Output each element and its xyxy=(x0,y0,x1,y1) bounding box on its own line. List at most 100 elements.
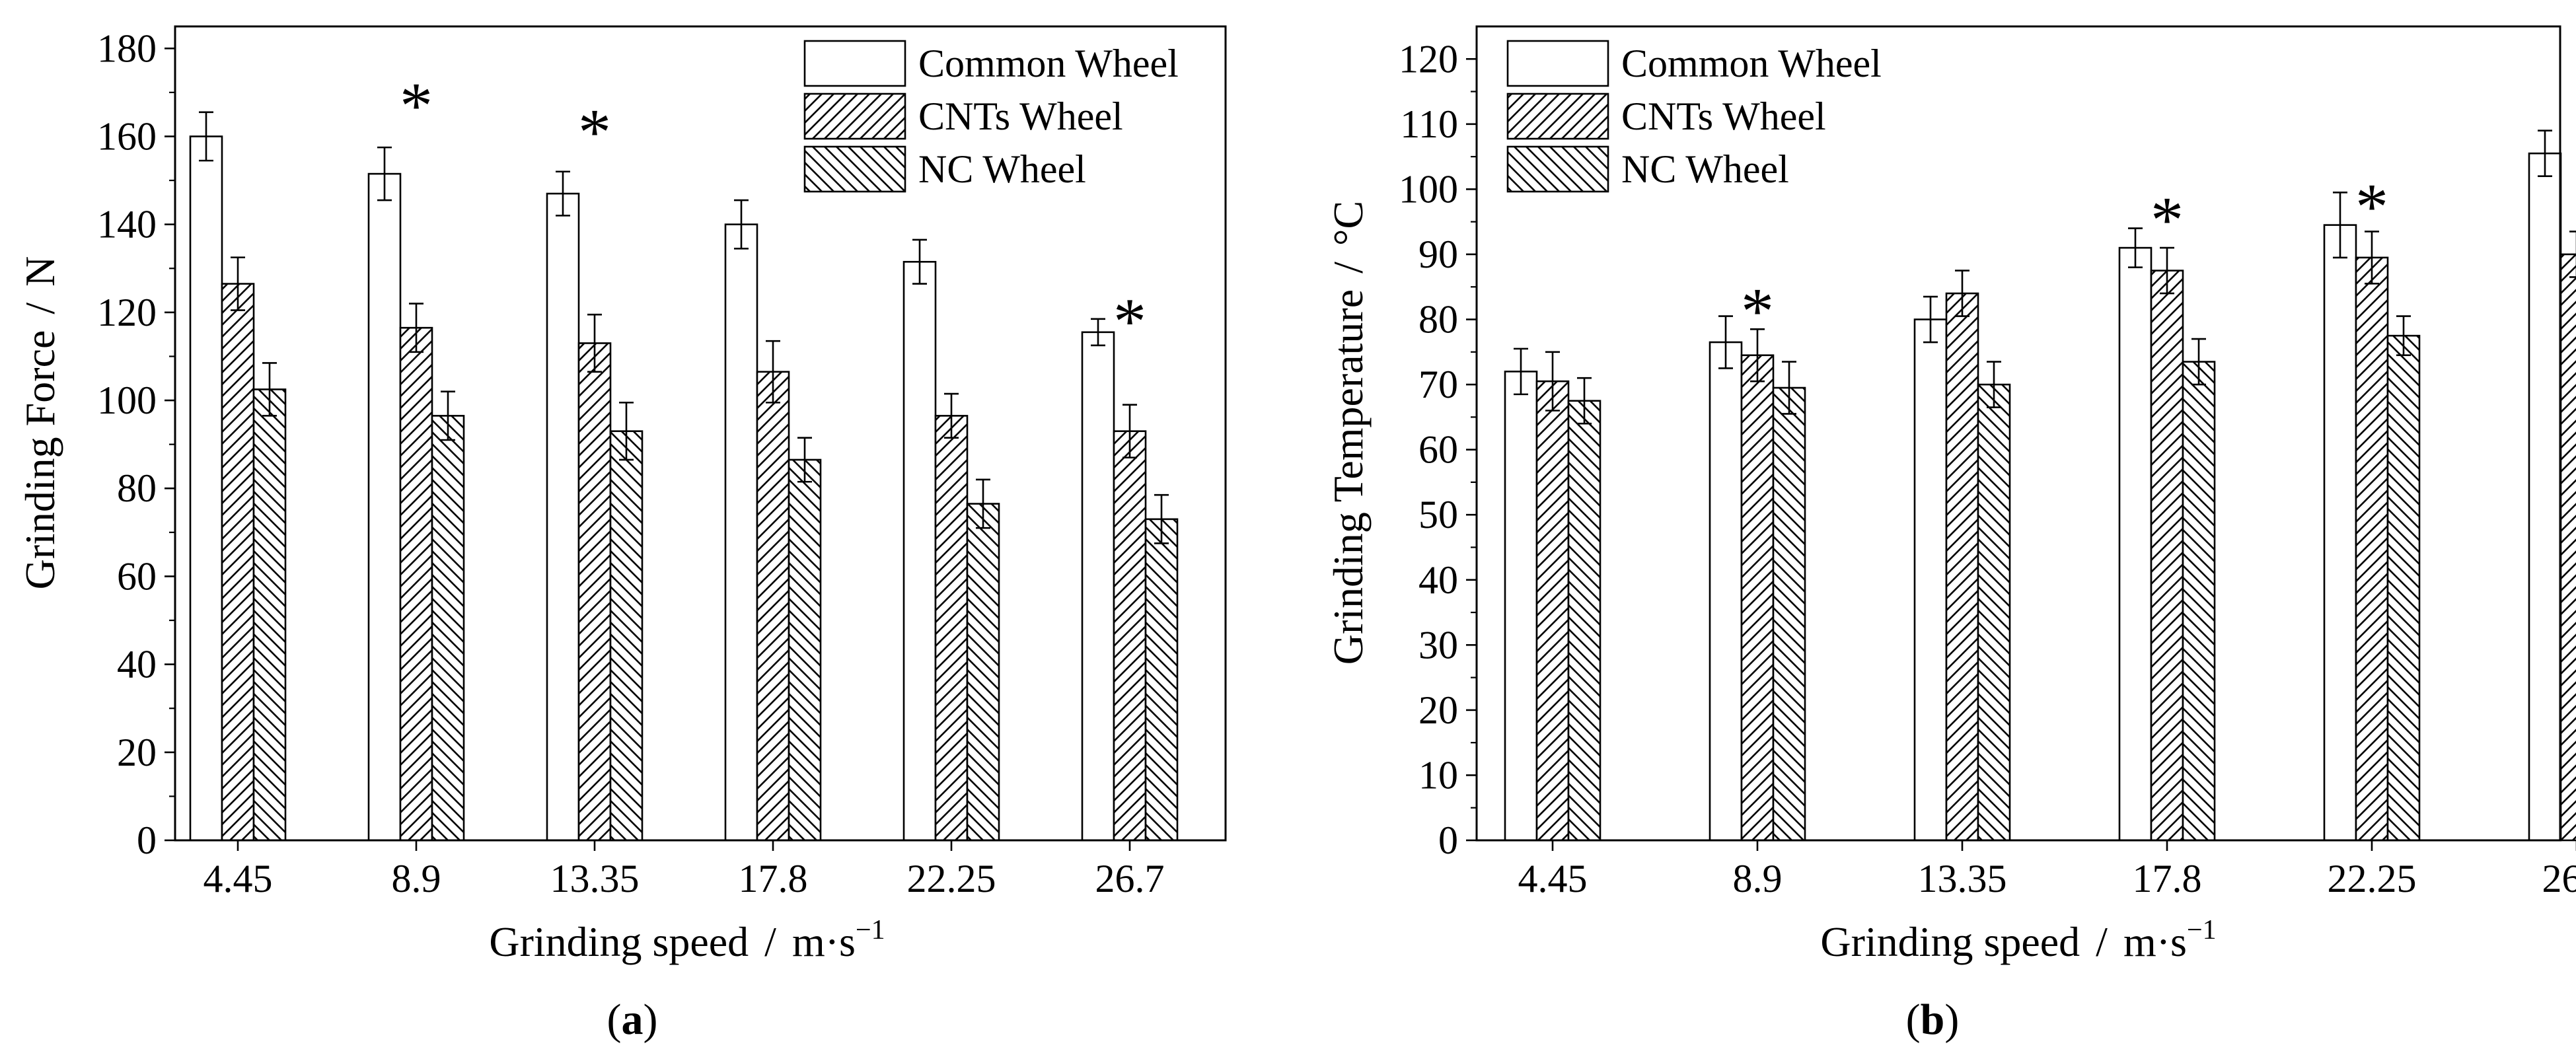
panel-b-bar-s1-c4 xyxy=(2355,256,2389,842)
panel-a-x-tick-label-3: 17.8 xyxy=(739,857,808,900)
panel-a-legend-swatch-2 xyxy=(803,145,906,193)
panel-a-errorbar-s2-c4 xyxy=(976,478,990,529)
panel-a-marks: 4.45 8.9 13.35 17.8 22.25 26.7 0 20 40 60 80 100 120… xyxy=(97,25,1227,900)
panel-a-errorbar-s2-c2 xyxy=(619,402,634,461)
panel-a-errorbar-s0-c1 xyxy=(377,146,392,201)
panel-a-significance-star-1: * xyxy=(578,95,611,168)
panel-a-errorbar-s0-c0 xyxy=(199,111,213,162)
panel-b-errorbar-s1-c4 xyxy=(2365,231,2379,285)
panel-a-errorbar-s1-c5 xyxy=(1122,404,1137,458)
panel-a-y-tick-label-8: 160 xyxy=(97,114,157,158)
panel-a-errorbar-s1-c3 xyxy=(766,340,780,404)
panel-a-bar-s1-c2 xyxy=(577,342,612,842)
panel-b-y-tick-label-7: 70 xyxy=(1418,363,1458,406)
panel-a-y-axis-label: Grinding Force / N xyxy=(17,256,63,590)
panel-b-labels: Grinding Temperature / °C Grinding speed / m… xyxy=(1325,201,2217,1044)
panel-a-legend-label-0: Common Wheel xyxy=(918,42,1179,85)
panel-a-bar-s2-c0 xyxy=(252,388,287,842)
panel-a-errorbar-s1-c2 xyxy=(587,313,602,373)
panel-a-xlabel-unit: m·s xyxy=(792,918,856,965)
panel-a-bar-s2-c1 xyxy=(431,415,465,842)
panel-b-y-axis-label: Grinding Temperature / °C xyxy=(1325,201,1372,665)
panel-b-y-tick-label-10: 100 xyxy=(1399,167,1458,211)
panel-b-bar-s2-c0 xyxy=(1567,400,1601,842)
panel-a-bar-s1-c1 xyxy=(399,326,433,842)
panel-b-bar-s0-c4 xyxy=(2323,224,2357,842)
panel-a-errorbar-s0-c3 xyxy=(734,199,749,250)
panel-a-x-tick-label-4: 22.25 xyxy=(907,857,996,900)
panel-a-significance-star-2: * xyxy=(1113,285,1146,358)
panel-a-axes-frame xyxy=(174,25,1227,842)
panel-a-errorbar-s2-c0 xyxy=(262,362,277,417)
panel-b-y-tick-label-5: 50 xyxy=(1418,493,1458,536)
panel-b-ylabel-main: Grinding Temperature xyxy=(1325,289,1372,665)
panel-b-x-tick-label-5: 26.7 xyxy=(2542,857,2576,900)
panel-b-legend-swatch-0 xyxy=(1506,40,1609,87)
panel-b-legend-label-2: NC Wheel xyxy=(1621,147,1789,191)
panel-a-legend-swatch-1 xyxy=(803,92,906,140)
panel-b-bar-s1-c0 xyxy=(1535,380,1570,842)
panel-a-y-tick-label-1: 20 xyxy=(117,731,157,774)
panel-b-bar-s1-c1 xyxy=(1740,354,1775,842)
panel-b-errorbar-s1-c5 xyxy=(2569,231,2576,278)
panel-b-errorbar-s0-c2 xyxy=(1923,295,1938,344)
panel-b-bar-s2-c3 xyxy=(2182,361,2216,842)
panel-a-bar-s0-c0 xyxy=(189,135,223,842)
panel-a-bar-s0-c5 xyxy=(1081,331,1115,842)
panel-b-x-tick-label-4: 22.25 xyxy=(2328,857,2417,900)
panel-a-errorbar-s0-c5 xyxy=(1091,318,1105,347)
panel-a-errorbar-s1-c1 xyxy=(409,303,423,353)
panel-a-y-tick-label-4: 80 xyxy=(117,466,157,510)
panel-b-ylabel-sep: / xyxy=(1325,262,1372,273)
panel-b-x-tick-label-0: 4.45 xyxy=(1518,857,1588,900)
panel-a-force-chart: 4.45 8.9 13.35 17.8 22.25 26.7 0 20 40 60 80 100 120… xyxy=(17,25,1227,1044)
panel-a-y-tick-label-2: 40 xyxy=(117,643,157,686)
panel-b-xlabel-unit: m·s xyxy=(2123,918,2187,965)
panel-a-errorbar-s2-c3 xyxy=(797,437,812,483)
panel-a-significance-star-0: * xyxy=(400,69,433,142)
panel-a-ylabel-unit: N xyxy=(17,256,63,287)
panel-a-errorbar-s2-c1 xyxy=(441,390,455,441)
panel-b-bar-s0-c1 xyxy=(1709,341,1743,842)
panel-b-errorbar-s2-c3 xyxy=(2191,338,2206,386)
panel-b-errorbar-s1-c2 xyxy=(1955,270,1969,317)
panel-b-xlabel-exp: −1 xyxy=(2187,915,2217,945)
panel-b-significance-star-0: * xyxy=(1741,274,1774,347)
panel-a-x-tick-label-1: 8.9 xyxy=(392,857,441,900)
panel-a-bar-s0-c4 xyxy=(902,260,937,842)
panel-b-bar-s1-c2 xyxy=(1945,292,1979,842)
panel-a-bar-s1-c3 xyxy=(756,371,790,842)
panel-a-bar-s2-c4 xyxy=(966,503,1000,842)
panel-b-errorbar-s1-c3 xyxy=(2160,246,2174,295)
panel-b-legend-label-1: CNTs Wheel xyxy=(1621,94,1826,138)
panel-b-y-tick-label-6: 60 xyxy=(1418,428,1458,472)
panel-b-label: (b) xyxy=(1906,996,1960,1044)
panel-b-errorbar-s2-c1 xyxy=(1782,361,1796,415)
panel-a-xlabel-sep: / xyxy=(764,918,776,965)
panel-a-x-tick-label-5: 26.7 xyxy=(1095,857,1165,900)
panel-b-bar-s0-c2 xyxy=(1913,318,1948,842)
panel-b-xlabel-main: Grinding speed xyxy=(1820,918,2080,965)
panel-b-axes-frame xyxy=(1475,25,2561,842)
panel-a-y-tick-label-3: 60 xyxy=(117,554,157,598)
panel-b-x-tick-label-3: 17.8 xyxy=(2133,857,2202,900)
panel-b-errorbar-s0-c3 xyxy=(2128,227,2143,268)
panel-a-errorbar-s2-c5 xyxy=(1154,493,1169,544)
panel-b-bar-s2-c4 xyxy=(2386,334,2421,842)
panel-b-errorbar-s2-c2 xyxy=(1987,361,2001,408)
panel-a-bar-s2-c5 xyxy=(1144,518,1179,842)
panel-b-errorbar-s0-c1 xyxy=(1718,315,1733,369)
panel-b-bar-s1-c5 xyxy=(2559,253,2576,842)
panel-a-errorbar-s0-c2 xyxy=(556,170,570,217)
panel-b-y-tick-label-0: 0 xyxy=(1438,819,1458,862)
panel-b-x-tick-label-1: 8.9 xyxy=(1733,857,1783,900)
panel-b-bar-s1-c3 xyxy=(2150,270,2184,842)
panel-a-bar-s2-c2 xyxy=(609,430,644,842)
panel-b-errorbar-s0-c5 xyxy=(2538,129,2552,177)
panel-b-bar-s2-c1 xyxy=(1772,386,1806,842)
panel-b-temperature-chart: 4.45 8.9 13.35 17.8 22.25 26.7 0 10 20 30 40 50 60 70… xyxy=(1325,25,2576,1044)
panel-b-y-tick-label-8: 80 xyxy=(1418,298,1458,342)
panel-b-y-tick-label-11: 110 xyxy=(1400,102,1458,146)
panel-a-xlabel-exp: −1 xyxy=(856,915,885,945)
